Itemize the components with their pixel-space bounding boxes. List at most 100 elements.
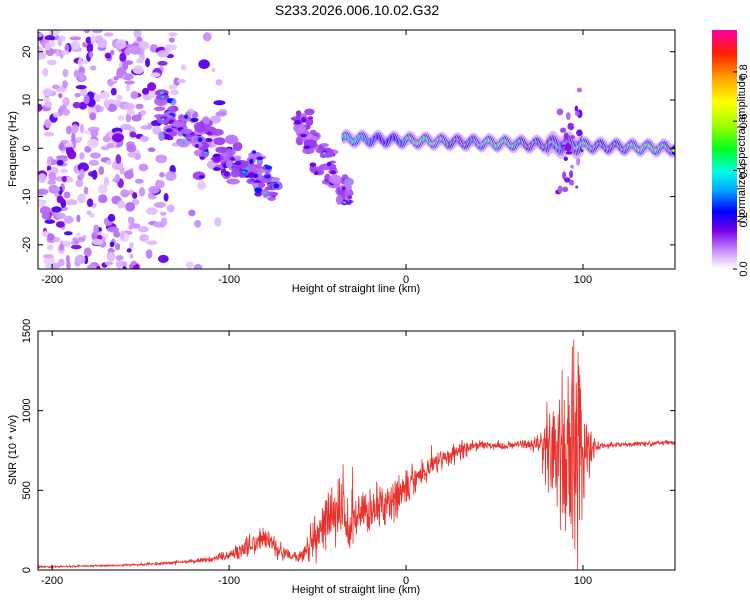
heatmap-cell bbox=[81, 59, 89, 65]
heatmap-cell bbox=[89, 112, 97, 121]
heatmap-cell bbox=[258, 181, 266, 189]
heatmap-cell bbox=[53, 112, 60, 118]
chart-title: S233.2026.006.10.02.G32 bbox=[275, 2, 439, 18]
heatmap-cell bbox=[44, 119, 52, 128]
heatmap-cell bbox=[264, 174, 271, 179]
heatmap-cell bbox=[77, 57, 83, 68]
heatmap-cell bbox=[96, 265, 101, 269]
heatmap-cell bbox=[93, 93, 101, 103]
heatmap-cell bbox=[124, 48, 131, 56]
heatmap-cell bbox=[44, 219, 56, 224]
heatmap-cell bbox=[47, 59, 57, 66]
heatmap-cell bbox=[215, 79, 223, 86]
colorbar-ticks: 0.0 0.2 0.4 0.6 0.8 bbox=[733, 64, 750, 277]
heatmap-cell bbox=[48, 171, 57, 182]
heatmap-cell bbox=[86, 198, 94, 207]
snr-xtick-label: -100 bbox=[218, 575, 240, 587]
heatmap-cell bbox=[569, 179, 575, 186]
heatmap-cell bbox=[309, 129, 317, 134]
heatmap-cell bbox=[72, 237, 78, 242]
heatmap-cell bbox=[153, 201, 166, 208]
heatmap-cell bbox=[57, 37, 63, 47]
heatmap-cell bbox=[165, 128, 173, 133]
heatmap-cell bbox=[129, 253, 134, 259]
heatmap-cell bbox=[79, 152, 85, 160]
heatmap-cell bbox=[132, 65, 144, 75]
heatmap-cell bbox=[328, 174, 342, 185]
heatmap-cell bbox=[105, 159, 112, 166]
snr-y-label: SNR (10 * v/v) bbox=[7, 415, 19, 485]
snr-ytick-label: 500 bbox=[21, 481, 33, 499]
heatmap-cell bbox=[247, 172, 256, 178]
heatmap-cell bbox=[224, 134, 239, 145]
heatmap-cell bbox=[324, 178, 329, 183]
spectrogram-y-label: Frequency (Hz) bbox=[7, 111, 19, 187]
heatmap-cell bbox=[111, 133, 124, 143]
spectrogram-xtick-label: 100 bbox=[574, 274, 592, 286]
heatmap-cell bbox=[148, 185, 160, 194]
colorbar-gradient bbox=[712, 30, 737, 269]
heatmap-cell bbox=[130, 90, 139, 100]
heatmap-cell bbox=[66, 260, 71, 269]
heatmap-cell bbox=[64, 142, 74, 148]
heatmap-cell bbox=[109, 241, 115, 248]
heatmap-cell bbox=[97, 184, 108, 195]
heatmap-cell bbox=[141, 87, 150, 95]
heatmap-cell bbox=[47, 156, 52, 167]
heatmap-cell bbox=[38, 32, 43, 38]
heatmap-cell bbox=[131, 114, 142, 122]
heatmap-cell bbox=[108, 252, 115, 263]
heatmap-cell bbox=[43, 131, 55, 137]
heatmap-cell bbox=[147, 147, 156, 153]
heatmap-cell bbox=[171, 100, 175, 103]
heatmap-cell bbox=[47, 179, 57, 185]
heatmap-cell bbox=[201, 116, 210, 125]
spectrogram-heatmap bbox=[38, 30, 675, 269]
spectrogram-y-ticks: -20 -10 0 10 20 bbox=[21, 46, 675, 253]
heatmap-cell bbox=[84, 145, 92, 153]
heatmap-cell bbox=[62, 240, 71, 248]
heatmap-cell bbox=[563, 132, 569, 141]
heatmap-cell bbox=[55, 49, 60, 57]
heatmap-cell bbox=[128, 242, 134, 250]
heatmap-cell bbox=[55, 212, 66, 219]
heatmap-cell bbox=[59, 105, 67, 110]
heatmap-cell bbox=[42, 253, 54, 259]
heatmap-cell bbox=[556, 108, 564, 116]
heatmap-cell bbox=[65, 145, 74, 156]
heatmap-cell bbox=[271, 177, 281, 182]
heatmap-cell bbox=[115, 254, 124, 261]
heatmap-cell bbox=[126, 248, 132, 253]
heatmap-cell bbox=[139, 41, 150, 50]
snr-ytick-label: 0 bbox=[21, 567, 33, 573]
spectrogram-ytick-label: 0 bbox=[21, 145, 33, 151]
heatmap-cell bbox=[180, 64, 187, 71]
heatmap-cell bbox=[78, 101, 88, 110]
heatmap-cell bbox=[42, 88, 53, 97]
heatmap-cell bbox=[256, 156, 264, 161]
heatmap-cell bbox=[38, 200, 46, 208]
heatmap-cell bbox=[72, 101, 82, 109]
heatmap-cell bbox=[193, 263, 203, 269]
heatmap-cell bbox=[75, 84, 87, 90]
heatmap-cell bbox=[153, 106, 166, 112]
heatmap-cell bbox=[305, 117, 314, 126]
heatmap-cell bbox=[184, 114, 189, 119]
heatmap-cell bbox=[168, 37, 175, 43]
heatmap-cell bbox=[73, 69, 79, 78]
heatmap-cell bbox=[110, 87, 117, 96]
heatmap-cell bbox=[157, 254, 169, 263]
heatmap-cell bbox=[152, 125, 161, 135]
heatmap-cell bbox=[129, 46, 142, 55]
heatmap-cell bbox=[296, 140, 302, 145]
heatmap-cell bbox=[567, 122, 574, 130]
heatmap-cell bbox=[38, 46, 43, 56]
heatmap-cell bbox=[125, 83, 131, 92]
heatmap-cell bbox=[301, 117, 307, 123]
heatmap-cell bbox=[77, 162, 89, 172]
heatmap-cell bbox=[56, 195, 64, 204]
spectrogram-ytick-label: -20 bbox=[21, 237, 33, 253]
heatmap-cell bbox=[65, 125, 73, 135]
snr-y-ticks: 0 500 1000 1500 bbox=[21, 319, 675, 573]
snr-xtick-label: -200 bbox=[41, 575, 63, 587]
